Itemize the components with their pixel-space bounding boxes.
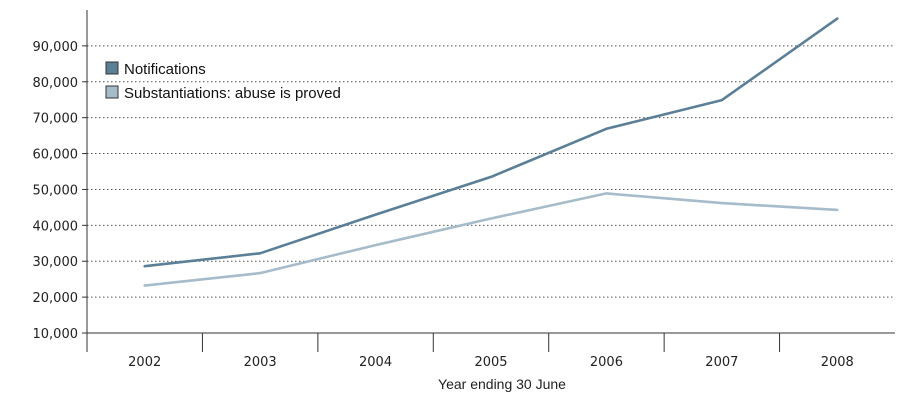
series-lines bbox=[143, 17, 839, 287]
y-tick-label: 90,000 bbox=[33, 40, 79, 55]
y-tick-label: 60,000 bbox=[33, 148, 79, 163]
x-tick-label: 2005 bbox=[474, 355, 507, 370]
x-tick-labels: 2002 2003 2004 2005 2006 2007 2008 bbox=[128, 355, 854, 370]
series-line-2 bbox=[143, 192, 839, 287]
x-tick-label: 2008 bbox=[821, 355, 854, 370]
legend-label: Substantiations: abuse is proved bbox=[124, 85, 341, 102]
x-tick-label: 2007 bbox=[705, 355, 738, 370]
x-axis-title: Year ending 30 June bbox=[438, 376, 566, 392]
gridlines bbox=[87, 45, 895, 298]
y-tick-label: 70,000 bbox=[33, 112, 79, 127]
y-tick-label: 10,000 bbox=[33, 327, 79, 342]
y-tick-label: 20,000 bbox=[33, 291, 79, 306]
x-tick-label: 2004 bbox=[359, 355, 392, 370]
legend: Notifications Substantiations: abuse is p… bbox=[105, 61, 341, 102]
legend-swatch bbox=[105, 85, 119, 99]
y-tick-label: 80,000 bbox=[33, 76, 79, 91]
x-tick-label: 2002 bbox=[128, 355, 161, 370]
legend-label: Notifications bbox=[124, 61, 206, 78]
x-tick-label: 2003 bbox=[244, 355, 277, 370]
x-tick-label: 2006 bbox=[590, 355, 623, 370]
series-line-1 bbox=[143, 17, 839, 268]
y-tick-label: 50,000 bbox=[33, 183, 79, 198]
y-tick-labels: 10,000 20,000 30,000 40,000 50,000 60,000 70,0… bbox=[33, 40, 79, 342]
axes bbox=[82, 10, 895, 352]
y-tick-label: 30,000 bbox=[33, 255, 79, 270]
y-tick-label: 40,000 bbox=[33, 219, 79, 234]
legend-swatch bbox=[105, 61, 119, 75]
